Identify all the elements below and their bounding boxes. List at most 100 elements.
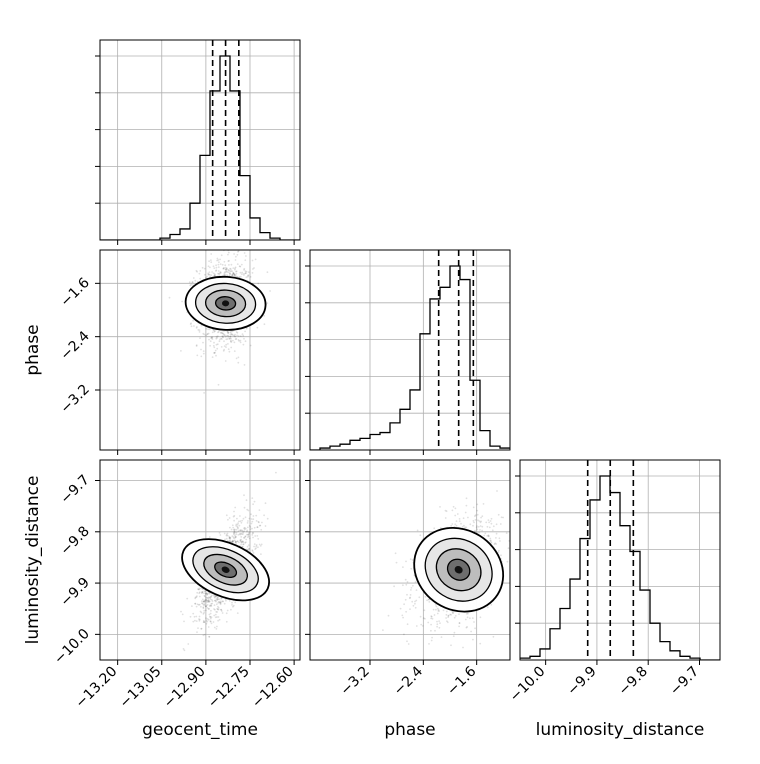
scatter-point bbox=[513, 598, 515, 600]
scatter-point bbox=[244, 330, 247, 333]
scatter-point bbox=[208, 635, 211, 638]
panel-phase-phase bbox=[305, 249, 511, 455]
scatter-point bbox=[454, 615, 457, 617]
scatter-point bbox=[227, 335, 230, 338]
scatter-point bbox=[409, 558, 412, 561]
scatter-point bbox=[232, 339, 234, 342]
scatter-point bbox=[207, 626, 210, 628]
scatter-point bbox=[235, 524, 238, 527]
scatter-point bbox=[232, 267, 235, 269]
scatter-point bbox=[435, 605, 438, 608]
scatter-point bbox=[465, 504, 468, 507]
scatter-point bbox=[452, 611, 455, 614]
scatter-point bbox=[251, 520, 254, 523]
scatter-point bbox=[239, 532, 241, 535]
scatter-point bbox=[264, 525, 267, 527]
scatter-point bbox=[215, 270, 217, 272]
scatter-point bbox=[229, 526, 231, 529]
scatter-point bbox=[234, 259, 237, 261]
scatter-point bbox=[249, 344, 252, 347]
scatter-point bbox=[266, 302, 269, 304]
scatter-point bbox=[412, 604, 415, 607]
scatter-point bbox=[209, 620, 212, 623]
scatter-point bbox=[424, 595, 427, 598]
scatter-point bbox=[197, 603, 200, 606]
scatter-point bbox=[209, 340, 212, 343]
scatter-point bbox=[248, 537, 251, 540]
scatter-point bbox=[200, 592, 203, 594]
scatter-point bbox=[496, 490, 498, 492]
scatter-point bbox=[487, 519, 490, 521]
scatter-point bbox=[192, 319, 195, 322]
scatter-point bbox=[416, 529, 419, 532]
scatter-point bbox=[213, 330, 216, 333]
scatter-point bbox=[500, 554, 502, 557]
scatter-point bbox=[217, 607, 220, 609]
scatter-point bbox=[203, 599, 206, 602]
scatter-point bbox=[252, 532, 255, 534]
scatter-point bbox=[208, 273, 210, 276]
scatter-point bbox=[248, 548, 251, 550]
scatter-point bbox=[201, 591, 204, 593]
scatter-point bbox=[226, 274, 228, 276]
scatter-point bbox=[210, 253, 213, 255]
scatter-point bbox=[213, 267, 216, 269]
scatter-point bbox=[497, 551, 500, 554]
scatter-point bbox=[231, 270, 234, 273]
scatter-point bbox=[428, 598, 430, 601]
scatter-point bbox=[405, 583, 408, 586]
scatter-point bbox=[245, 276, 248, 279]
scatter-point bbox=[227, 253, 229, 256]
scatter-point bbox=[266, 271, 269, 274]
scatter-point bbox=[210, 336, 213, 339]
scatter-point bbox=[231, 535, 234, 537]
scatter-point bbox=[227, 260, 230, 262]
scatter-point bbox=[220, 610, 223, 612]
scatter-point bbox=[203, 621, 206, 623]
scatter-point bbox=[219, 272, 221, 275]
scatter-point bbox=[202, 603, 205, 606]
scatter-point bbox=[453, 631, 456, 634]
scatter-point bbox=[430, 623, 432, 626]
scatter-point bbox=[214, 616, 217, 619]
scatter-point bbox=[230, 340, 232, 342]
scatter-point bbox=[474, 529, 476, 532]
scatter-point bbox=[473, 621, 475, 623]
scatter-point bbox=[200, 600, 203, 602]
scatter-point bbox=[234, 267, 236, 270]
scatter-point bbox=[215, 600, 217, 603]
scatter-point bbox=[213, 596, 216, 599]
scatter-point bbox=[393, 585, 395, 588]
scatter-point bbox=[246, 545, 249, 548]
scatter-point bbox=[233, 533, 235, 536]
scatter-point bbox=[436, 620, 438, 623]
scatter-point bbox=[218, 340, 221, 343]
scatter-point bbox=[498, 549, 500, 552]
scatter-point bbox=[205, 599, 208, 601]
scatter-point bbox=[220, 346, 223, 348]
scatter-point bbox=[200, 611, 203, 614]
scatter-point bbox=[233, 532, 235, 535]
scatter-point bbox=[249, 531, 251, 533]
scatter-point bbox=[434, 629, 436, 632]
scatter-point bbox=[225, 599, 227, 602]
scatter-point bbox=[512, 582, 514, 584]
scatter-point bbox=[254, 258, 257, 261]
scatter-point bbox=[253, 543, 256, 545]
scatter-point bbox=[452, 505, 455, 508]
scatter-point bbox=[213, 274, 216, 277]
scatter-point bbox=[464, 618, 467, 621]
scatter-point bbox=[244, 270, 247, 272]
scatter-point bbox=[232, 531, 235, 534]
scatter-point bbox=[463, 524, 465, 527]
scatter-point bbox=[485, 521, 488, 524]
scatter-point bbox=[233, 275, 236, 277]
scatter-point bbox=[204, 273, 206, 276]
scatter-point bbox=[243, 536, 245, 539]
density-peak bbox=[221, 300, 230, 307]
scatter-point bbox=[205, 592, 207, 595]
scatter-point bbox=[244, 527, 247, 530]
scatter-point bbox=[251, 532, 254, 535]
scatter-point bbox=[451, 509, 454, 512]
scatter-point bbox=[237, 526, 239, 529]
